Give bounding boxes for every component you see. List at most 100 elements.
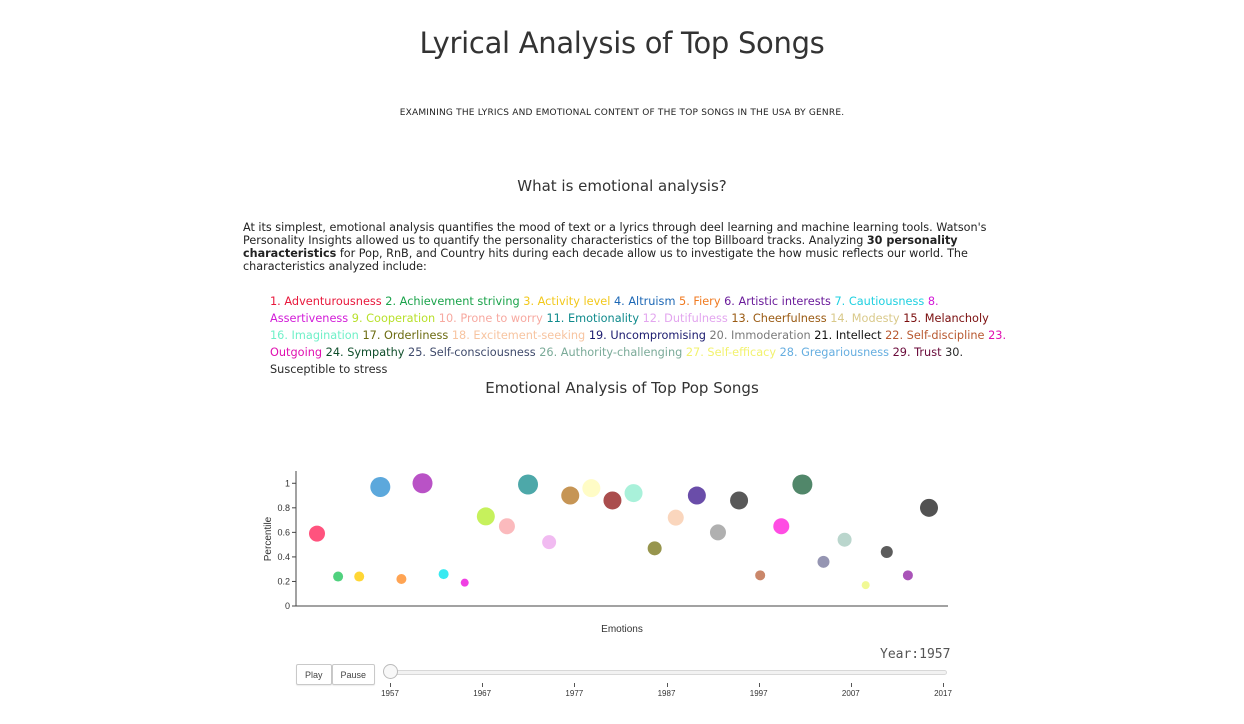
slider-tick [943, 683, 944, 687]
year-value: 1957 [919, 647, 951, 662]
emotion-item: 22. Self-discipline [885, 329, 985, 342]
emotion-item: 28. Gregariousness [779, 346, 889, 359]
scatter-point [309, 525, 325, 542]
scatter-point [460, 578, 469, 587]
scatter-point [498, 518, 515, 535]
emotion-item: 26. Authority-challenging [539, 346, 683, 359]
year-prefix: Year: [880, 647, 920, 662]
scatter-point [476, 507, 495, 526]
emotion-item: 9. Cooperation [351, 312, 436, 325]
x-axis-title: Emotions [601, 624, 643, 635]
scatter-point [542, 535, 557, 550]
emotion-item: 23. Outgoing [270, 329, 1007, 359]
slider-tick [390, 683, 391, 687]
emotion-item: 18. Excitement-seeking [451, 329, 586, 342]
intro-text-2: for Pop, RnB, and Country hits during ea… [243, 247, 968, 273]
year-slider-track[interactable] [390, 670, 947, 675]
emotion-item: 8. Assertiveness [270, 295, 939, 325]
scatter-point [412, 473, 433, 494]
emotion-item: 13. Cheerfulness [731, 312, 827, 325]
emotion-item: 19. Uncompromising [588, 329, 706, 342]
scatter-point [792, 474, 813, 495]
scatter-point [667, 509, 684, 526]
slider-tick-label: 2007 [841, 689, 860, 698]
emotion-item: 16. Imagination [270, 329, 359, 342]
scatter-point [624, 484, 643, 503]
scatter-point [880, 546, 893, 558]
scatter-point [709, 524, 726, 541]
emotion-item: 15. Melancholy [903, 312, 989, 325]
page-title: Lyrical Analysis of Top Songs [419, 26, 825, 60]
emotion-item: 6. Artistic interests [724, 295, 831, 308]
intro-bold-text: 30 personality characteristics [243, 234, 958, 260]
intro-text-1: At its simplest, emotional analysis quan… [243, 221, 987, 247]
intro-paragraph: At its simplest, emotional analysis quan… [243, 221, 1003, 273]
scatter-point [902, 570, 913, 581]
emotion-item: 24. Sympathy [325, 346, 405, 359]
scatter-point [603, 491, 622, 510]
emotion-item: 4. Altruism [613, 295, 676, 308]
emotion-item: 29. Trust [892, 346, 942, 359]
page-subtitle: EXAMINING THE LYRICS AND EMOTIONAL CONTE… [399, 108, 845, 118]
scatter-point [730, 491, 749, 510]
scatter-point [518, 474, 539, 495]
scatter-point [370, 476, 391, 497]
play-button[interactable]: Play [296, 664, 332, 685]
scatter-point [354, 571, 365, 582]
slider-tick-label: 2017 [934, 689, 952, 698]
scatter-point [920, 498, 938, 517]
slider-tick-label: 1987 [657, 689, 676, 698]
emotion-item: 11. Emotionality [546, 312, 640, 325]
y-tick-label: 1 [285, 478, 290, 488]
scatter-point [561, 486, 580, 505]
emotion-item: 25. Self-consciousness [408, 346, 536, 359]
scatter-point [861, 581, 870, 590]
slider-tick-label: 1977 [565, 689, 584, 698]
scatter-point [837, 532, 852, 547]
slider-tick [758, 683, 760, 687]
emotion-item: 3. Activity level [523, 295, 611, 308]
scatter-point [647, 541, 662, 556]
emotion-item: 7. Cautiousness [834, 295, 925, 308]
emotion-item: 20. Immoderation [709, 329, 811, 342]
scatter-point [438, 569, 449, 580]
slider-tick [666, 683, 668, 687]
scatter-point [755, 570, 766, 581]
emotion-item: 21. Intellect [814, 329, 882, 342]
emotion-item: 2. Achievement striving [385, 295, 520, 308]
animation-controls: Play Pause [296, 664, 376, 685]
emotion-item: 17. Orderliness [362, 329, 449, 342]
slider-tick [850, 683, 852, 687]
emotion-item: 12. Dutifulness [642, 312, 728, 325]
slider-tick-label: 1967 [473, 689, 492, 698]
emotion-item: 30. Susceptible to stress [270, 346, 964, 376]
scatter-point [773, 518, 790, 535]
slider-tick-label: 1997 [749, 689, 768, 698]
emotion-list: 1. Adventurousness 2. Achievement strivi… [270, 293, 1010, 378]
chart-title: Emotional Analysis of Top Pop Songs [485, 379, 759, 397]
section-heading: What is emotional analysis? [517, 177, 727, 195]
scatter-point [817, 555, 830, 568]
emotion-item: 1. Adventurousness [270, 295, 382, 308]
y-tick-label: 0.4 [277, 552, 290, 562]
slider-tick [482, 683, 484, 687]
y-tick-label: 0.2 [277, 576, 290, 586]
emotion-item: 27. Self-efficacy [685, 346, 777, 359]
y-tick-label: 0.6 [277, 527, 290, 537]
y-tick-label: 0.8 [277, 503, 290, 513]
emotion-item: 14. Modesty [830, 312, 900, 325]
y-tick-label: 0 [285, 601, 290, 611]
scatter-point [333, 571, 344, 582]
emotion-item: 5. Fiery [679, 295, 721, 308]
scatter-point [687, 486, 706, 505]
chart-axes: 0 0.2 0.4 0.6 0.8 1 Emotions Percentile [263, 471, 948, 635]
scatter-point [582, 479, 601, 498]
year-slider-handle[interactable] [383, 664, 398, 679]
scatter-point [396, 574, 407, 584]
pause-button[interactable]: Pause [331, 664, 376, 685]
y-axis-title: Percentile [263, 516, 274, 561]
chart-points [309, 473, 938, 590]
slider-tick-label: 1957 [381, 689, 399, 698]
slider-tick [574, 683, 576, 687]
